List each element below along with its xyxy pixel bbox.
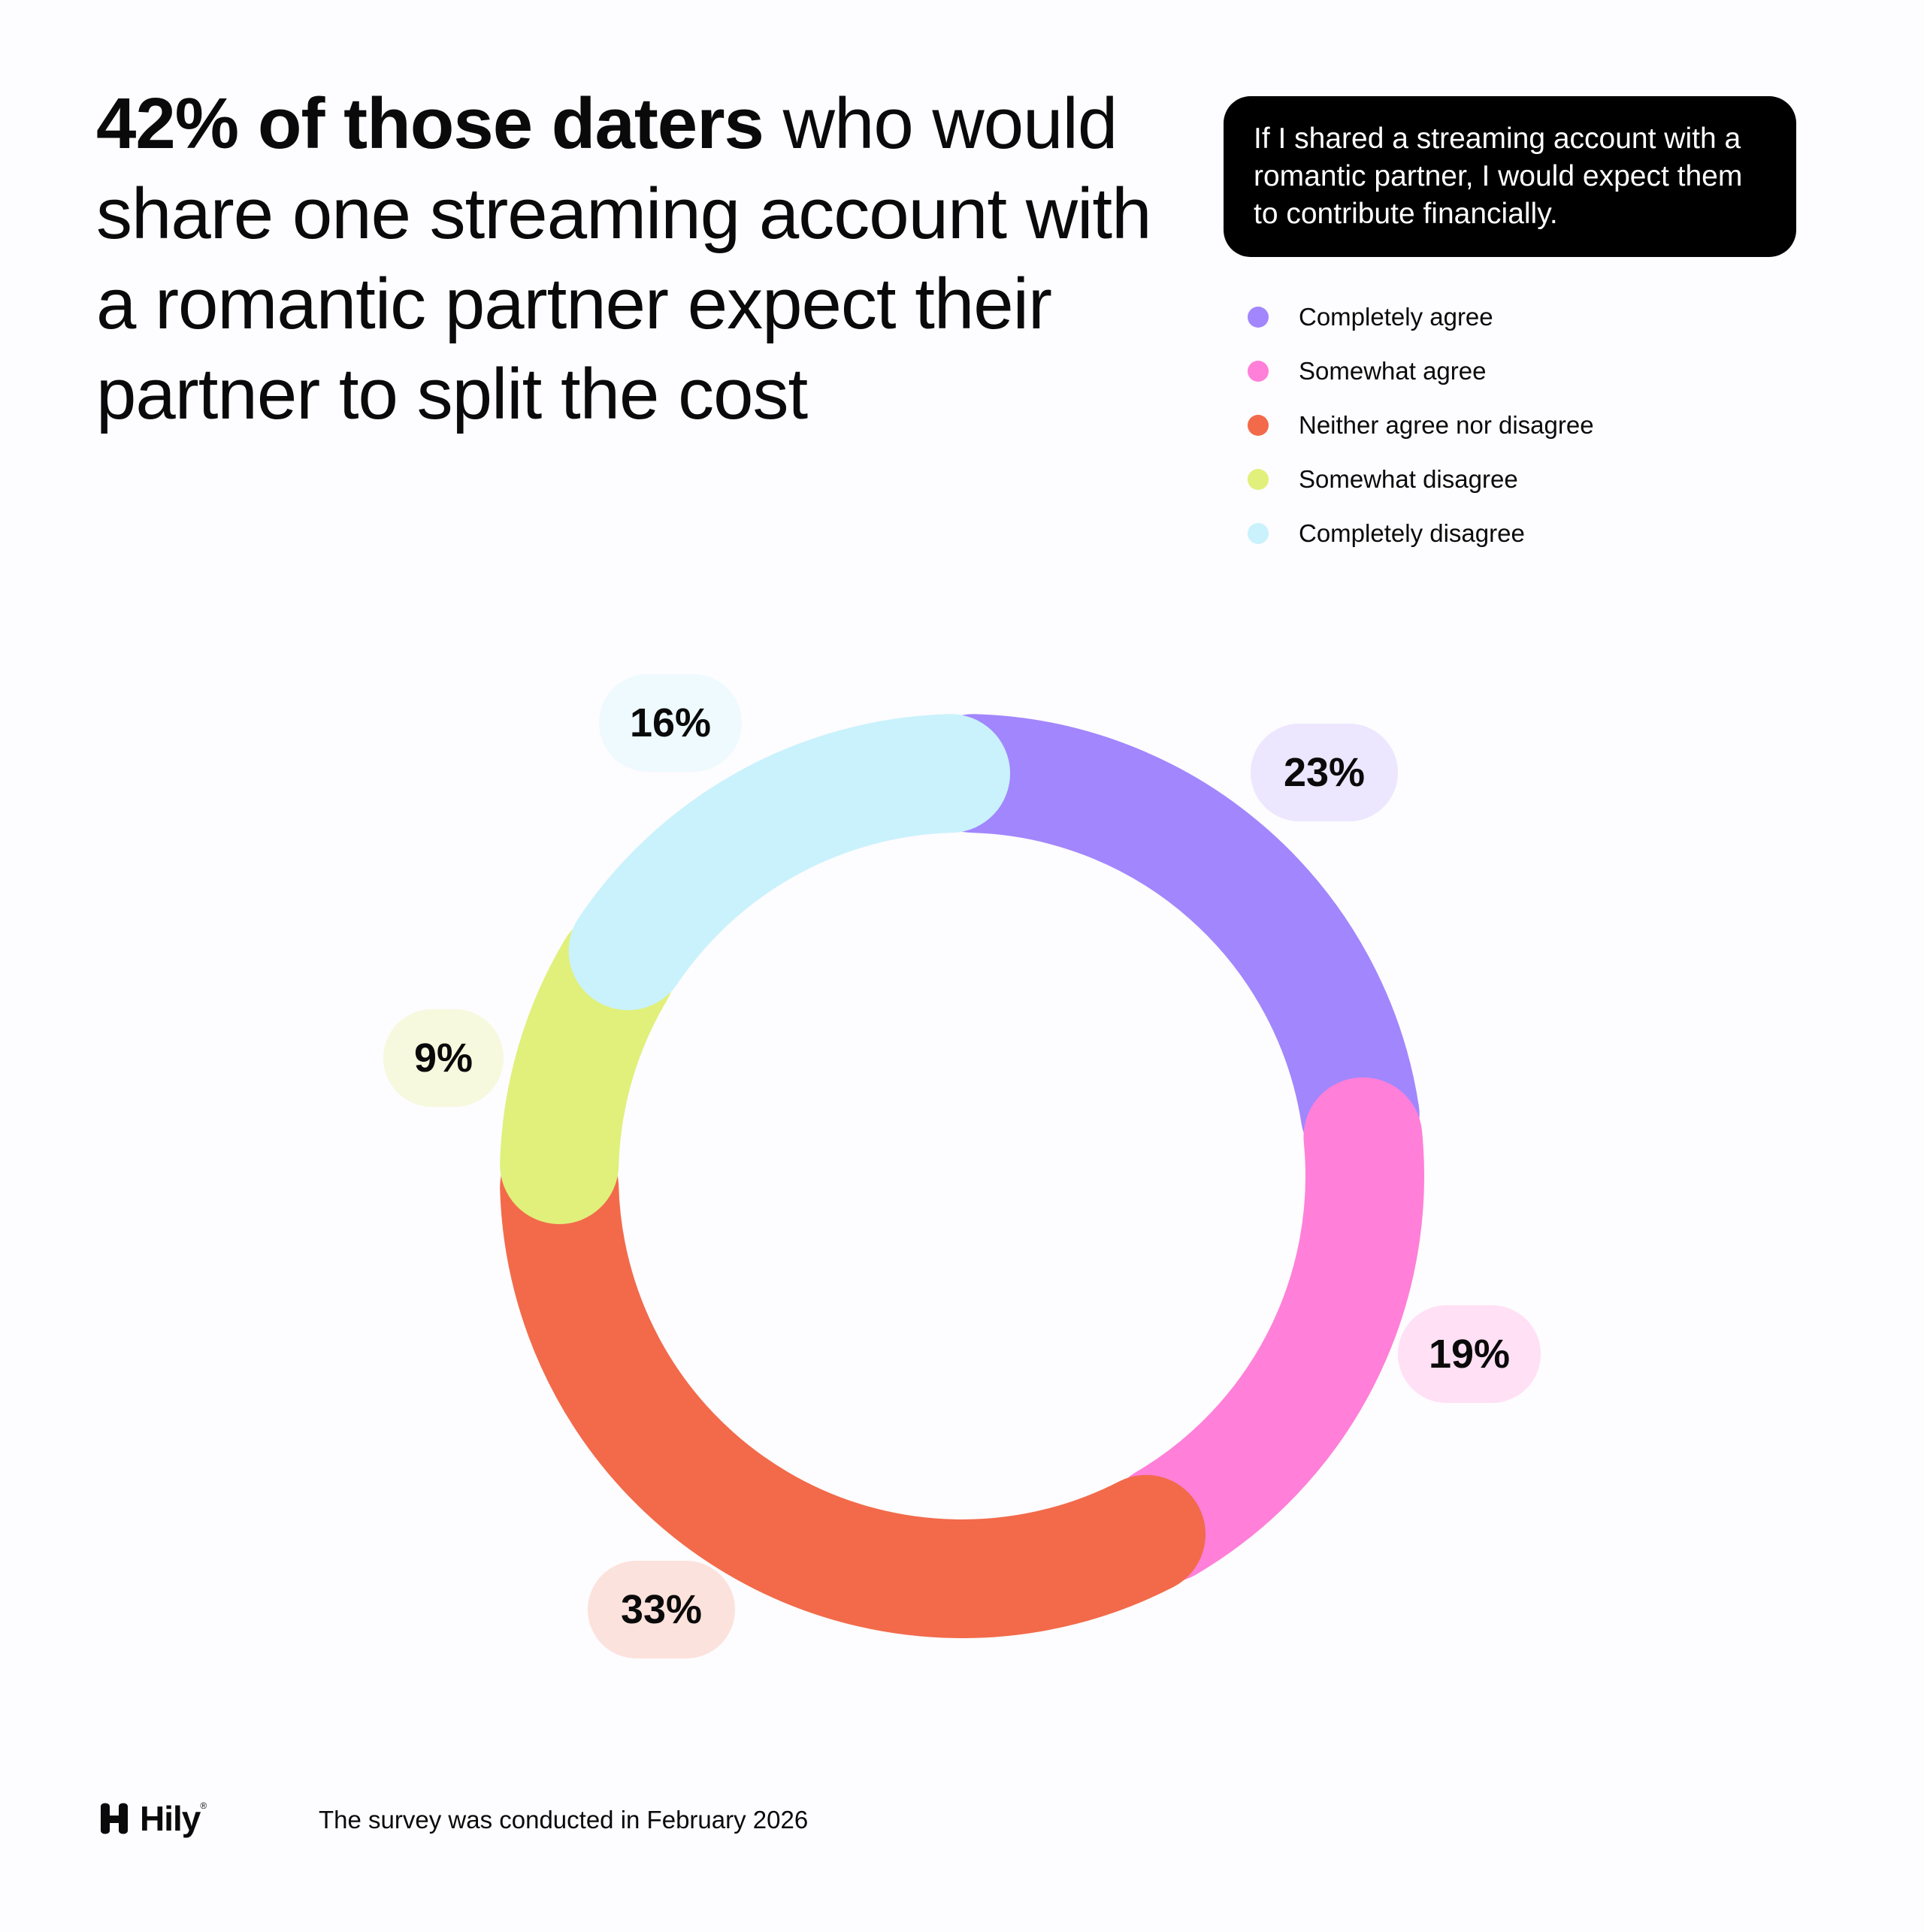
headline-bold: 42% of those daters [96, 83, 764, 164]
legend-item: Neither agree nor disagree [1248, 398, 1594, 452]
question-box: If I shared a streaming account with a r… [1224, 96, 1796, 257]
value-label-bg [1251, 724, 1398, 821]
question-text: If I shared a streaming account with a r… [1254, 122, 1743, 230]
legend-item: Completely agree [1248, 290, 1594, 344]
value-label-bg [599, 674, 742, 772]
legend: Completely agree Somewhat agree Neither … [1248, 290, 1594, 561]
legend-label: Completely agree [1299, 303, 1493, 331]
legend-item: Somewhat disagree [1248, 452, 1594, 506]
legend-item: Somewhat agree [1248, 344, 1594, 398]
donut-segment-completely-agree [913, 714, 1420, 1174]
legend-dot [1248, 523, 1269, 544]
legend-dot [1248, 469, 1269, 490]
logo-text: Hily [140, 1799, 201, 1838]
survey-note: The survey was conducted in February 202… [319, 1806, 809, 1834]
legend-dot [1248, 307, 1269, 328]
legend-label: Somewhat disagree [1299, 465, 1518, 493]
value-label-bg [588, 1561, 735, 1658]
hily-logo-icon [101, 1803, 128, 1834]
donut-segment-neither-agree-nor-disagree [500, 1127, 1206, 1638]
logo-registered-mark: ® [200, 1800, 207, 1811]
value-label-bg [1398, 1305, 1541, 1403]
headline-regular: who would share one streaming account wi… [96, 83, 1151, 434]
value-label: 33% [621, 1587, 702, 1632]
value-label-bg [383, 1009, 504, 1107]
donut-segment-completely-disagree [568, 714, 1011, 1011]
legend-dot [1248, 415, 1269, 436]
legend-label: Completely disagree [1299, 519, 1525, 547]
headline: 42% of those daters who would share one … [96, 79, 1209, 440]
donut-segment-somewhat-agree [1106, 1077, 1424, 1583]
legend-item: Completely disagree [1248, 506, 1594, 561]
value-label: 16% [630, 700, 711, 745]
legend-dot [1248, 361, 1269, 382]
legend-label: Somewhat agree [1299, 357, 1487, 385]
hily-logo: Hily ® [96, 1797, 207, 1840]
value-label: 9% [414, 1036, 473, 1081]
legend-label: Neither agree nor disagree [1299, 411, 1594, 439]
value-label: 19% [1429, 1332, 1510, 1377]
value-label: 23% [1284, 750, 1365, 795]
